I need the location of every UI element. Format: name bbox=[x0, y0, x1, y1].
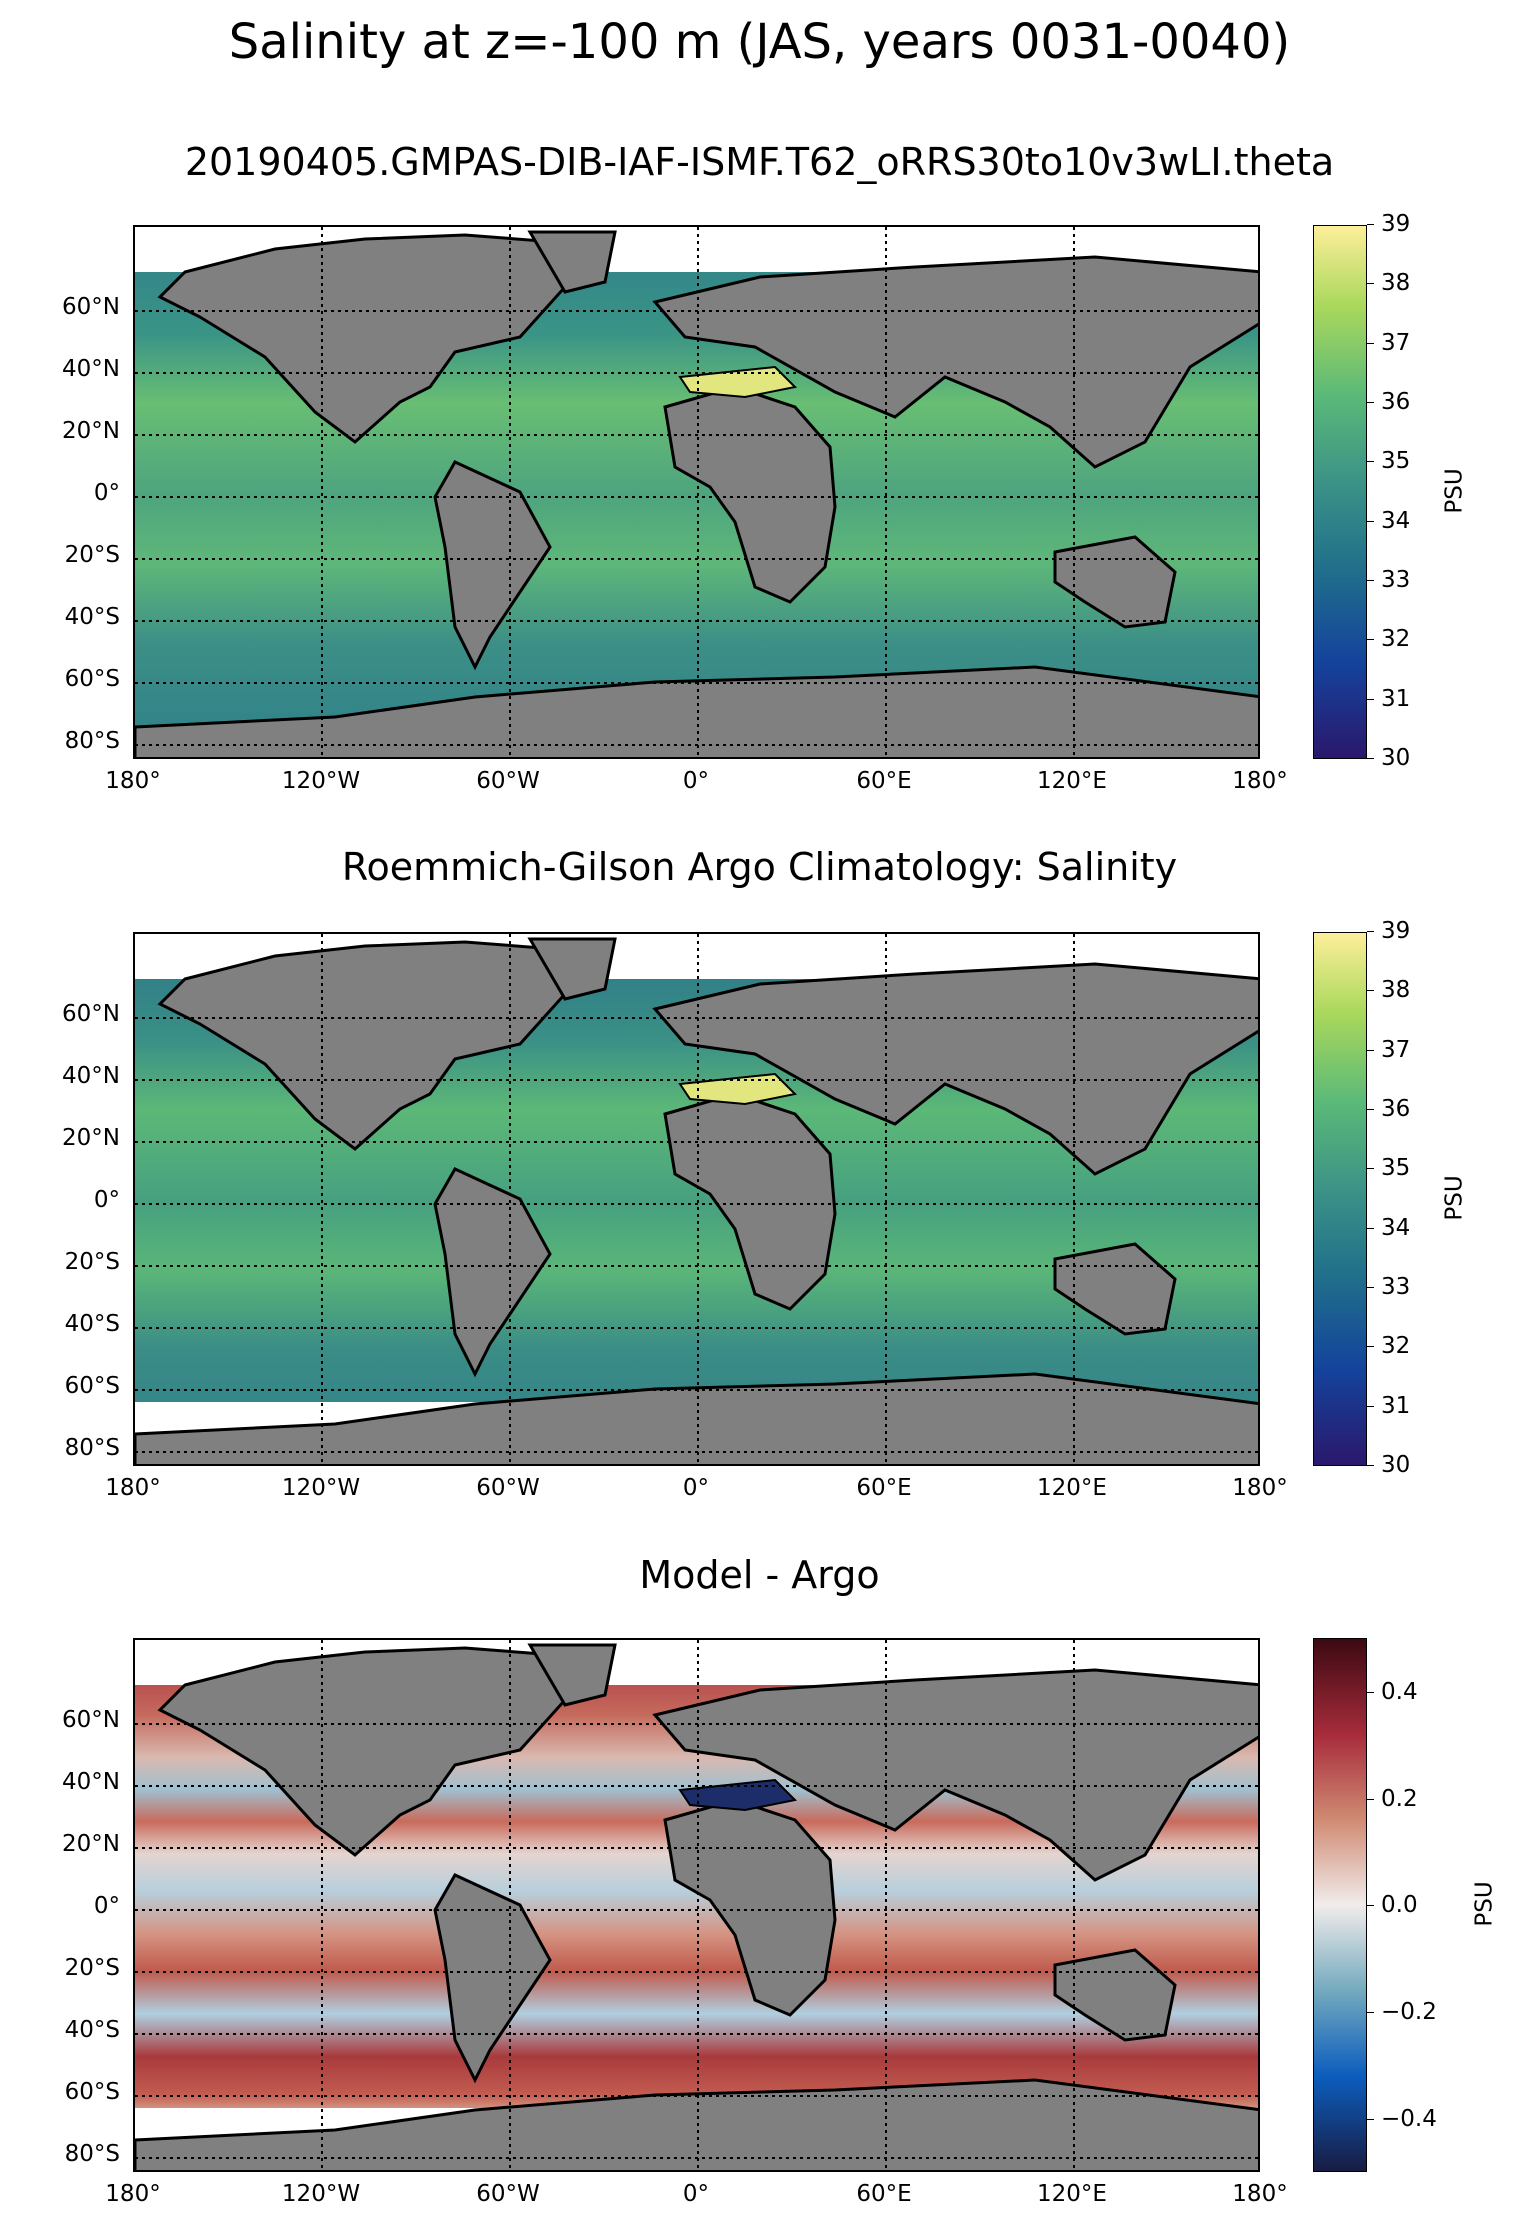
cbar1-tick: 31 bbox=[1367, 686, 1410, 712]
lat-tick-0: 0° bbox=[93, 480, 120, 506]
cbar3-tick: 0.0 bbox=[1367, 1892, 1418, 1918]
cbar1-tick: 30 bbox=[1367, 745, 1410, 771]
cbar1-tick: 35 bbox=[1367, 448, 1410, 474]
mediterranean-sea bbox=[678, 365, 798, 399]
mediterranean-sea bbox=[678, 1778, 798, 1812]
cbar3-tick: −0.4 bbox=[1367, 2106, 1437, 2132]
cbar2-tick: 37 bbox=[1367, 1037, 1410, 1063]
lat-tick-20n: 20°N bbox=[62, 1125, 120, 1151]
graticule bbox=[135, 1640, 1258, 2170]
panel-1-title: 20190405.GMPAS-DIB-IAF-ISMF.T62_oRRS30to… bbox=[184, 140, 1335, 184]
lon-tick-60w: 60°W bbox=[476, 768, 540, 794]
lat-tick-40n: 40°N bbox=[62, 1063, 120, 1089]
lon-tick-120e: 120°E bbox=[1037, 768, 1107, 794]
lat-tick-40n: 40°N bbox=[62, 1769, 120, 1795]
panel-3-title: Model - Argo bbox=[639, 1553, 880, 1597]
colorbar-1 bbox=[1313, 225, 1367, 759]
lon-tick-120w: 120°W bbox=[281, 1475, 361, 1501]
lon-tick-180w: 180° bbox=[105, 1475, 161, 1501]
mediterranean-sea bbox=[678, 1072, 798, 1106]
lon-tick-60e: 60°E bbox=[856, 768, 912, 794]
lat-tick-80s: 80°S bbox=[64, 728, 120, 754]
cbar2-tick: 32 bbox=[1367, 1333, 1410, 1359]
lon-tick-180e: 180° bbox=[1232, 1475, 1288, 1501]
cbar3-tick: 0.2 bbox=[1367, 1786, 1418, 1812]
panel-2-map bbox=[133, 932, 1260, 1466]
cbar2-tick: 35 bbox=[1367, 1155, 1410, 1181]
lat-tick-80s: 80°S bbox=[64, 2141, 120, 2167]
panel-2-title: Roemmich-Gilson Argo Climatology: Salini… bbox=[341, 845, 1178, 889]
lon-tick-60w: 60°W bbox=[476, 1475, 540, 1501]
lon-tick-120w: 120°W bbox=[281, 2181, 361, 2207]
lat-tick-60s: 60°S bbox=[64, 2079, 120, 2105]
graticule bbox=[135, 934, 1258, 1464]
lon-tick-180e: 180° bbox=[1232, 768, 1288, 794]
lat-tick-60n: 60°N bbox=[62, 1707, 120, 1733]
graticule bbox=[135, 227, 1258, 757]
lat-tick-20s: 20°S bbox=[64, 1955, 120, 1981]
land-mask bbox=[135, 230, 1258, 757]
lon-tick-120e: 120°E bbox=[1037, 1475, 1107, 1501]
lat-tick-20s: 20°S bbox=[64, 542, 120, 568]
lon-tick-120e: 120°E bbox=[1037, 2181, 1107, 2207]
colorbar-3-label: PSU bbox=[1471, 1881, 1498, 1927]
panel-3-map bbox=[133, 1638, 1260, 2172]
lon-tick-60e: 60°E bbox=[856, 2181, 912, 2207]
cbar1-tick: 37 bbox=[1367, 330, 1410, 356]
lat-tick-20n: 20°N bbox=[62, 1831, 120, 1857]
lon-tick-0: 0° bbox=[682, 1475, 710, 1501]
cbar3-tick: −0.2 bbox=[1367, 1999, 1437, 2025]
lat-tick-0: 0° bbox=[93, 1893, 120, 1919]
lon-tick-60e: 60°E bbox=[856, 1475, 912, 1501]
lon-tick-180w: 180° bbox=[105, 768, 161, 794]
cbar2-tick: 38 bbox=[1367, 977, 1410, 1003]
colorbar-3 bbox=[1313, 1638, 1367, 2172]
cbar1-tick: 38 bbox=[1367, 270, 1410, 296]
cbar2-tick: 39 bbox=[1367, 918, 1410, 944]
cbar2-tick: 33 bbox=[1367, 1274, 1410, 1300]
lon-tick-180w: 180° bbox=[105, 2181, 161, 2207]
lon-tick-120w: 120°W bbox=[281, 768, 361, 794]
lat-tick-60s: 60°S bbox=[64, 666, 120, 692]
colorbar-2-label: PSU bbox=[1441, 1175, 1468, 1221]
land-mask bbox=[135, 1643, 1258, 2170]
figure-title: Salinity at z=-100 m (JAS, years 0031-00… bbox=[228, 14, 1291, 70]
cbar3-tick: 0.4 bbox=[1367, 1679, 1418, 1705]
lat-tick-80s: 80°S bbox=[64, 1435, 120, 1461]
lat-tick-20n: 20°N bbox=[62, 418, 120, 444]
lat-tick-0: 0° bbox=[93, 1187, 120, 1213]
lon-tick-180e: 180° bbox=[1232, 2181, 1288, 2207]
lat-tick-60n: 60°N bbox=[62, 1001, 120, 1027]
lat-tick-40s: 40°S bbox=[64, 604, 120, 630]
colorbar-2 bbox=[1313, 932, 1367, 1466]
cbar2-tick: 31 bbox=[1367, 1393, 1410, 1419]
cbar1-tick: 33 bbox=[1367, 567, 1410, 593]
panel-1-map bbox=[133, 225, 1260, 759]
land-mask bbox=[135, 937, 1258, 1464]
colorbar-1-label: PSU bbox=[1441, 468, 1468, 514]
cbar2-tick: 30 bbox=[1367, 1452, 1410, 1478]
lat-tick-60s: 60°S bbox=[64, 1373, 120, 1399]
lat-tick-40s: 40°S bbox=[64, 2017, 120, 2043]
lat-tick-20s: 20°S bbox=[64, 1249, 120, 1275]
cbar1-tick: 36 bbox=[1367, 389, 1410, 415]
lat-tick-60n: 60°N bbox=[62, 294, 120, 320]
lon-tick-60w: 60°W bbox=[476, 2181, 540, 2207]
lon-tick-0: 0° bbox=[682, 2181, 710, 2207]
cbar1-tick: 39 bbox=[1367, 211, 1410, 237]
lat-tick-40s: 40°S bbox=[64, 1311, 120, 1337]
cbar2-tick: 34 bbox=[1367, 1215, 1410, 1241]
lon-tick-0: 0° bbox=[682, 768, 710, 794]
cbar2-tick: 36 bbox=[1367, 1096, 1410, 1122]
lat-tick-40n: 40°N bbox=[62, 356, 120, 382]
cbar1-tick: 34 bbox=[1367, 508, 1410, 534]
cbar1-tick: 32 bbox=[1367, 626, 1410, 652]
